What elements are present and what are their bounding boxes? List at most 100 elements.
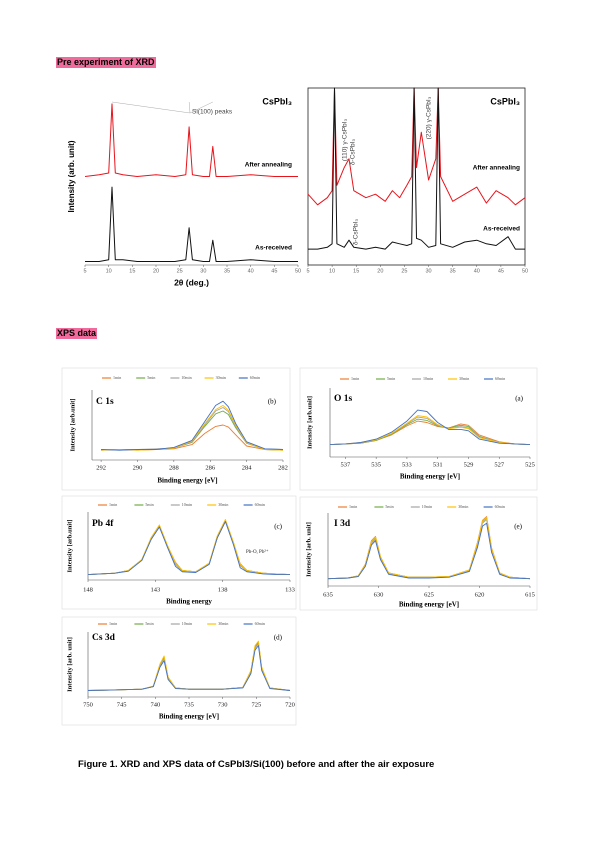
x-tick-label: 50 [522,268,528,274]
annotation: δ-CsPbI₃ [353,219,360,245]
legend-label: 60min [495,504,505,509]
spectrum-line [101,407,284,451]
x-tick-label: 40 [248,268,254,274]
legend-label: 10min [182,502,192,507]
x-tick-label: 537 [341,461,352,468]
legend-label: 30min [218,502,228,507]
legend-label: 60min [255,621,265,626]
x-tick-label: 5 [306,268,309,274]
x-tick-label: 148 [83,586,93,593]
legend-label: 30min [458,504,468,509]
x-tick-label: 527 [494,461,505,468]
chart-title: Cs 3d [92,633,116,643]
x-tick-label: 740 [150,701,160,708]
legend-label: 60min [495,376,505,381]
x-tick-label: 25 [177,268,183,274]
spectrum-line [87,640,291,691]
y-axis-label: Intensity [arb.unit] [66,519,73,572]
y-axis-label: Intensity [arb.unit] [69,398,76,451]
x-tick-label: 725 [251,701,261,708]
spectrum-line [85,186,298,262]
spectrum-line [329,418,531,446]
panel-label: (a) [515,395,523,403]
series-label: After annealing [245,162,292,169]
y-axis-label: Intensity [arb. unit] [305,522,312,577]
legend-label: 5min [385,504,393,509]
panel-label: (b) [268,398,277,406]
chart-title: O 1s [334,394,353,404]
spectrum-line [87,521,290,576]
spectrum-line [327,522,531,580]
spectrum-line [329,409,531,446]
legend-label: 30min [218,621,228,626]
chart-title: CsPbI₃ [262,96,292,106]
x-tick-label: 745 [117,701,127,708]
panel-label: (c) [274,523,282,531]
spectrum-line [101,400,284,451]
x-tick-label: 133 [285,586,295,593]
x-tick-label: 531 [433,461,443,468]
spectrum-line [307,87,526,206]
x-tick-label: 533 [402,461,412,468]
annotation-pointer [188,101,191,114]
panel-frame [299,367,538,491]
annotation-pointer [111,101,191,114]
x-axis-label: 2θ (deg.) [174,277,209,287]
x-tick-label: 20 [377,268,383,274]
x-tick-label: 286 [205,464,216,471]
legend-label: 5min [147,375,155,380]
x-tick-label: 525 [525,461,535,468]
legend-label: 1min [351,376,359,381]
legend-label: 5min [145,621,153,626]
x-tick-label: 25 [401,268,407,274]
legend-label: 10min [423,376,433,381]
legend-label: 30min [459,376,469,381]
legend-label: 1min [109,502,117,507]
legend-label: 60min [255,502,265,507]
legend-label: 60min [250,375,260,380]
series-label: As-received [483,226,520,233]
series-label: After annealing [473,165,520,172]
panel-frame [61,367,291,491]
x-tick-label: 625 [424,591,434,598]
annotation: Si(100) peaks [192,109,233,116]
x-tick-label: 10 [106,268,112,274]
y-axis-label: Intensity [arb.unit] [306,396,313,449]
panel-label: (d) [274,634,283,642]
x-tick-label: 635 [323,591,333,598]
legend-label: 10min [182,621,192,626]
x-tick-label: 30 [425,268,431,274]
x-tick-label: 138 [218,586,228,593]
legend-label: 10min [422,504,432,509]
x-tick-label: 292 [96,464,106,471]
x-tick-label: 535 [371,461,381,468]
x-tick-label: 45 [498,268,504,274]
annotation: δ-CsPbI₃ [350,139,357,165]
spectrum-line [327,516,531,580]
chart-title: C 1s [96,397,114,407]
x-tick-label: 730 [218,701,228,708]
x-tick-label: 750 [83,701,93,708]
legend-label: 1min [109,621,117,626]
y-axis-label: Intensity (arb. unit) [67,140,76,212]
spectrum-line [87,520,291,576]
spectrum-line [327,519,531,580]
x-tick-label: 720 [285,701,295,708]
x-tick-label: 735 [184,701,194,708]
annotation: (220) γ-CsPbI₃ [426,96,433,139]
chart-title: CsPbI₃ [490,96,520,106]
spectrum-line [87,521,291,576]
x-tick-label: 20 [153,268,159,274]
panel-frame [299,496,538,611]
annotation-pointer [189,101,213,114]
spectrum-line [327,517,531,580]
spectrum-line [327,516,531,580]
annotation: (110) γ-CsPbI₃ [342,119,349,162]
chart-title: I 3d [334,519,351,529]
x-tick-label: 30 [200,268,206,274]
spectrum-line [101,404,284,451]
x-tick-label: 630 [374,591,384,598]
y-axis-label: Intensity [arb. unit] [66,637,73,692]
panel-frame [61,616,297,726]
